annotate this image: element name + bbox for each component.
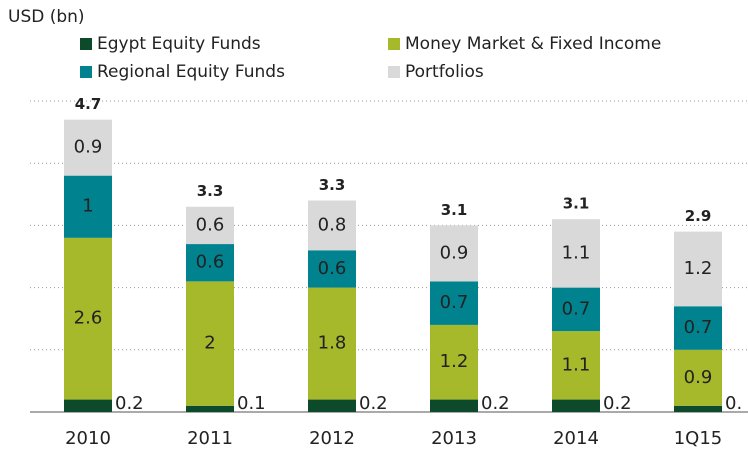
data-label: 1.1 [562, 354, 591, 375]
bar-segment [308, 287, 356, 400]
bar-segment [674, 306, 722, 350]
legend-label: Money Market & Fixed Income [405, 34, 661, 54]
data-label: 0.2 [115, 393, 144, 414]
y-axis-label: USD (bn) [8, 7, 85, 27]
bar-segment [64, 237, 112, 400]
legend-label: Egypt Equity Funds [97, 34, 261, 54]
legend-label: Portfolios [405, 62, 484, 82]
x-tick-label: 2014 [553, 428, 599, 449]
data-label: 0.7 [562, 298, 591, 319]
bar-segment [430, 399, 478, 412]
total-label: 3.1 [563, 195, 590, 213]
bar-segment [674, 405, 722, 412]
total-label: 3.1 [441, 201, 468, 219]
bar-segment [308, 399, 356, 412]
data-label: 0.2 [603, 393, 632, 414]
data-label: 0.9 [684, 367, 713, 388]
total-label: 3.3 [319, 176, 346, 194]
data-label: 0.9 [74, 137, 103, 158]
bar-segment [674, 349, 722, 406]
bar-segment [552, 219, 600, 288]
legend-swatch [388, 66, 400, 78]
data-label: 0.6 [196, 252, 225, 273]
data-label: 1.8 [318, 333, 347, 354]
legend-swatch [80, 66, 92, 78]
data-label: 0.1 [237, 393, 266, 414]
bar-segment [308, 250, 356, 288]
bar-segment [430, 225, 478, 282]
x-tick-label: 1Q15 [674, 428, 723, 449]
data-label: 1.1 [562, 242, 591, 263]
data-label: 2 [204, 333, 215, 354]
total-label: 3.3 [197, 182, 224, 200]
bar-segment [308, 200, 356, 251]
x-tick-label: 2013 [431, 428, 477, 449]
legend-swatch [80, 38, 92, 50]
bar-segment [64, 119, 112, 176]
x-tick-label: 2011 [187, 428, 233, 449]
legend-label: Regional Equity Funds [97, 62, 285, 82]
bar-segment [186, 405, 234, 412]
data-label: 1 [82, 196, 93, 217]
data-label: 0.2 [481, 393, 510, 414]
bar-segment [430, 281, 478, 325]
bar-segment [64, 175, 112, 238]
bar-segment [64, 399, 112, 412]
data-label: 0.2 [359, 393, 388, 414]
total-label: 2.9 [685, 207, 712, 225]
bar-segment [186, 281, 234, 406]
bar-segment [186, 206, 234, 245]
bar-segment [186, 244, 234, 282]
data-label: 0.6 [318, 258, 347, 279]
bar-segment [430, 324, 478, 400]
bar-segment [552, 399, 600, 412]
data-label: 0.9 [440, 242, 469, 263]
bar-segment [552, 331, 600, 400]
x-tick-label: 2012 [309, 428, 355, 449]
data-label: 0.8 [318, 214, 347, 235]
legend-swatch [388, 38, 400, 50]
data-label: 1.2 [440, 351, 469, 372]
data-label: 0. [725, 393, 742, 414]
bar-segment [674, 231, 722, 307]
data-label: 1.2 [684, 258, 713, 279]
x-tick-label: 2010 [65, 428, 111, 449]
data-label: 2.6 [74, 308, 103, 329]
data-label: 0.6 [196, 214, 225, 235]
total-label: 4.7 [75, 95, 102, 113]
data-label: 0.7 [684, 317, 713, 338]
data-label: 0.7 [440, 292, 469, 313]
bar-segment [552, 287, 600, 332]
